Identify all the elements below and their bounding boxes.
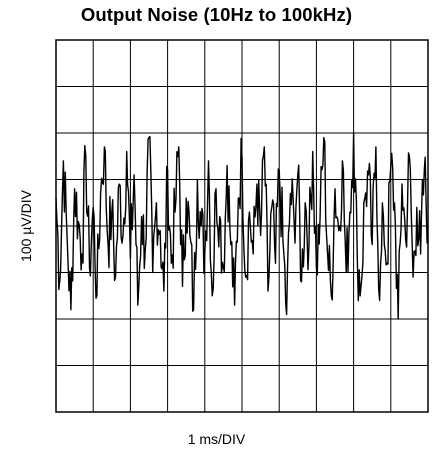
x-axis-label: 1 ms/DIV bbox=[187, 431, 246, 447]
y-axis-label: 100 µV/DIV bbox=[18, 190, 34, 262]
chart-title: Output Noise (10Hz to 100kHz) bbox=[80, 4, 353, 25]
noise-trace bbox=[55, 132, 429, 320]
